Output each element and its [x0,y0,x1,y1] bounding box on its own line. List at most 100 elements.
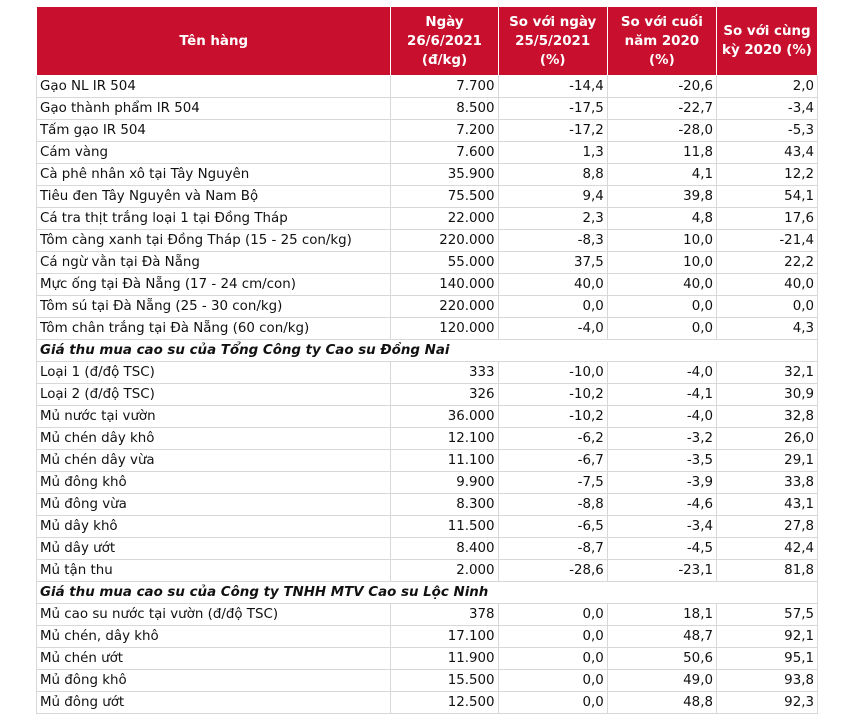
vs-yoy-cell: 33,8 [715,471,819,494]
vs-month-cell: -17,5 [497,97,608,120]
vs-year-end-cell: -22,7 [606,97,717,120]
vs-year-end-cell: -23,1 [606,559,717,582]
item-name-cell: Mủ đông vừa [35,493,392,516]
vs-year-end-cell: -4,0 [606,361,717,384]
item-name-cell: Mủ cao su nước tại vườn (đ/độ TSC) [35,603,392,626]
vs-yoy-cell: 32,8 [715,405,819,428]
table-row: Loại 1 (đ/độ TSC) 333 -10,0 -4,0 32,1 [35,361,819,384]
table-row: Mủ đông khô 9.900 -7,5 -3,9 33,8 [35,471,819,494]
vs-yoy-cell: 2,0 [715,75,819,98]
section-row: Giá thu mua cao su của Công ty TNHH MTV … [36,581,818,604]
vs-month-cell: -8,3 [497,229,608,252]
table-row: Cà phê nhân xô tại Tây Nguyên 35.900 8,8 4,… [35,163,819,186]
vs-yoy-cell: 92,3 [715,691,819,714]
vs-yoy-cell: 93,8 [715,669,819,692]
vs-yoy-cell: 22,2 [715,251,819,274]
vs-yoy-cell: 43,1 [715,493,819,516]
item-name-cell: Mủ chén ướt [35,647,392,670]
item-name-cell: Cá tra thịt trắng loại 1 tại Đồng Tháp [35,207,392,230]
price-cell: 8.500 [390,97,499,120]
vs-month-cell: 2,3 [497,207,608,230]
table-row: Mủ cao su nước tại vườn (đ/độ TSC) 378 0,0… [35,603,819,626]
vs-year-end-cell: 39,8 [606,185,717,208]
table-row: Tôm chân trắng tại Đà Nẵng (60 con/kg) 12… [35,317,819,340]
vs-yoy-cell: 29,1 [715,449,819,472]
item-name-cell: Cá ngừ vằn tại Đà Nẵng [35,251,392,274]
item-name-cell: Loại 1 (đ/độ TSC) [35,361,392,384]
price-cell: 9.900 [390,471,499,494]
price-cell: 17.100 [390,625,499,648]
vs-month-cell: 0,0 [497,691,608,714]
vs-year-end-cell: -3,4 [606,515,717,538]
item-name-cell: Gạo thành phẩm IR 504 [35,97,392,120]
price-cell: 55.000 [390,251,499,274]
table-row: Cám vàng 7.600 1,3 11,8 43,4 [35,141,819,164]
vs-year-end-cell: 49,0 [606,669,717,692]
section-title: Giá thu mua cao su của Công ty TNHH MTV … [36,581,818,604]
price-cell: 11.500 [390,515,499,538]
item-name-cell: Gạo NL IR 504 [35,75,392,98]
item-name-cell: Mủ đông ướt [35,691,392,714]
vs-year-end-cell: 48,8 [606,691,717,714]
vs-year-end-cell: -3,5 [606,449,717,472]
price-cell: 378 [390,603,499,626]
table-row: Mủ chén, dây khô 17.100 0,0 48,7 92,1 [35,625,819,648]
vs-year-end-cell: 4,1 [606,163,717,186]
item-name-cell: Tiêu đen Tây Nguyên và Nam Bộ [35,185,392,208]
vs-month-cell: 8,8 [497,163,608,186]
price-cell: 220.000 [390,295,499,318]
table-row: Tấm gạo IR 504 7.200 -17,2 -28,0 -5,3 [35,119,819,142]
vs-year-end-cell: -20,6 [606,75,717,98]
vs-month-cell: 9,4 [497,185,608,208]
vs-yoy-cell: 54,1 [715,185,819,208]
table-row: Mực ống tại Đà Nẵng (17 - 24 cm/con) 140.… [35,273,819,296]
price-table-container: Tên hàng Ngày 26/6/2021 (đ/kg) So với ng… [35,6,819,714]
vs-year-end-cell: 18,1 [606,603,717,626]
vs-yoy-cell: 27,8 [715,515,819,538]
vs-yoy-cell: 92,1 [715,625,819,648]
table-row: Gạo NL IR 504 7.700 -14,4 -20,6 2,0 [35,75,819,98]
section-row: Giá thu mua cao su của Tổng Công ty Cao … [36,339,818,362]
vs-yoy-cell: 4,3 [715,317,819,340]
vs-year-end-cell: 10,0 [606,229,717,252]
vs-year-end-cell: -4,6 [606,493,717,516]
header-price: Ngày 26/6/2021 (đ/kg) [390,6,499,76]
item-name-cell: Tôm sú tại Đà Nẵng (25 - 30 con/kg) [35,295,392,318]
vs-yoy-cell: 17,6 [715,207,819,230]
vs-yoy-cell: 57,5 [715,603,819,626]
table-row: Mủ tận thu 2.000 -28,6 -23,1 81,8 [35,559,819,582]
item-name-cell: Mủ đông khô [35,669,392,692]
vs-month-cell: 0,0 [497,625,608,648]
header-item-name: Tên hàng [35,6,392,76]
price-cell: 7.700 [390,75,499,98]
vs-month-cell: -10,0 [497,361,608,384]
price-cell: 333 [390,361,499,384]
vs-month-cell: -4,0 [497,317,608,340]
item-name-cell: Mủ chén dây khô [35,427,392,450]
table-row: Cá ngừ vằn tại Đà Nẵng 55.000 37,5 10,0 22,2 [35,251,819,274]
vs-yoy-cell: 0,0 [715,295,819,318]
table-row: Loại 2 (đ/độ TSC) 326 -10,2 -4,1 30,9 [35,383,819,406]
table-row: Mủ chén dây khô 12.100 -6,2 -3,2 26,0 [35,427,819,450]
item-name-cell: Tấm gạo IR 504 [35,119,392,142]
vs-month-cell: -7,5 [497,471,608,494]
vs-month-cell: 0,0 [497,603,608,626]
header-vs-month: So với ngày 25/5/2021 (%) [497,6,608,76]
price-cell: 15.500 [390,669,499,692]
item-name-cell: Mủ dây ướt [35,537,392,560]
price-cell: 2.000 [390,559,499,582]
vs-month-cell: -14,4 [497,75,608,98]
item-name-cell: Mủ chén, dây khô [35,625,392,648]
vs-yoy-cell: 95,1 [715,647,819,670]
vs-year-end-cell: 40,0 [606,273,717,296]
vs-yoy-cell: 43,4 [715,141,819,164]
vs-year-end-cell: -4,5 [606,537,717,560]
vs-year-end-cell: 10,0 [606,251,717,274]
item-name-cell: Tôm chân trắng tại Đà Nẵng (60 con/kg) [35,317,392,340]
table-row: Gạo thành phẩm IR 504 8.500 -17,5 -22,7 -3,4 [35,97,819,120]
vs-year-end-cell: -4,1 [606,383,717,406]
table-row: Tiêu đen Tây Nguyên và Nam Bộ 75.500 9,4 39… [35,185,819,208]
vs-yoy-cell: 81,8 [715,559,819,582]
price-cell: 12.500 [390,691,499,714]
vs-month-cell: 0,0 [497,295,608,318]
